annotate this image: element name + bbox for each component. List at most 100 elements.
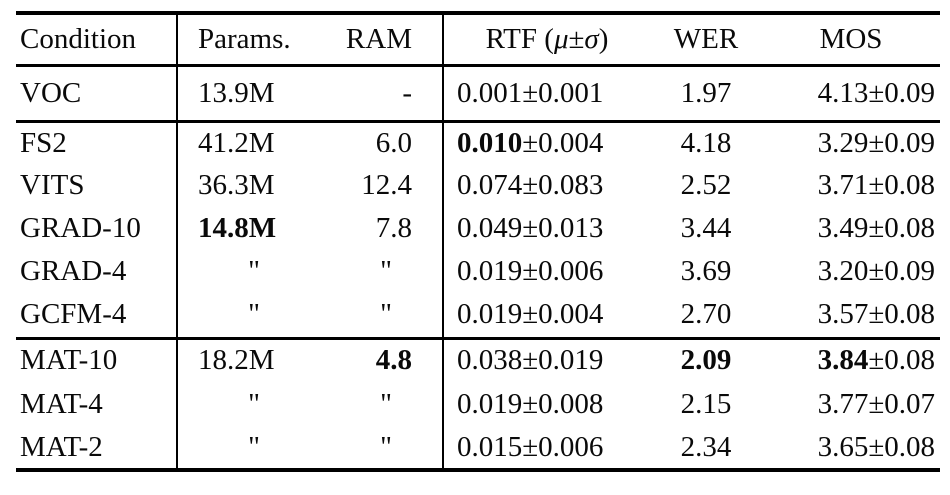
cell-wer: 3.69 (680, 255, 732, 287)
table-row-mat10: MAT-10 18.2M 4.8 0.038±0.019 2.09 3.84±0… (16, 338, 940, 382)
cell-condition: FS2 (16, 121, 178, 164)
mos-mean: 3.49 (817, 212, 869, 244)
cell-params-ditto: " (248, 298, 260, 331)
cell-condition: GRAD-4 (16, 250, 178, 293)
rtf-mean: 0.038 (457, 344, 523, 377)
mos-std: ±0.08 (868, 212, 935, 244)
table-row-mat2: MAT-2 " " 0.015±0.006 2.34 3.65±0.08 (16, 426, 940, 470)
rtf-std: ±0.006 (522, 430, 604, 463)
rtf-mean: 0.019 (457, 387, 523, 420)
mos-std: ±0.09 (868, 76, 935, 109)
rtf-std: ±0.004 (522, 298, 604, 331)
cell-mos: 3.84±0.08 (762, 338, 940, 382)
cell-mos: 3.71±0.08 (762, 164, 940, 207)
table-row-gcfm4: GCFM-4 " " 0.019±0.004 2.70 3.57±0.08 (16, 293, 940, 338)
cell-wer: 3.44 (680, 212, 732, 244)
table-row-grad4: GRAD-4 " " 0.019±0.006 3.69 3.20±0.09 (16, 250, 940, 293)
sigma-symbol: σ (584, 22, 599, 55)
cell-rtf: 0.019±0.008 (443, 382, 650, 426)
cell-params: 41.2M (198, 126, 275, 159)
cell-wer: 1.97 (680, 76, 732, 109)
rtf-mean: 0.010 (457, 126, 523, 159)
cell-ram: 12.4 (330, 164, 444, 207)
mu-symbol: μ (553, 22, 569, 55)
cell-condition: GCFM-4 (16, 293, 178, 338)
cell-rtf: 0.001±0.001 (443, 65, 650, 121)
cell-rtf: 0.074±0.083 (443, 164, 650, 207)
cell-params: 14.8M (198, 212, 277, 244)
cell-params-ditto: " (248, 430, 260, 463)
mos-mean: 3.84 (817, 344, 869, 377)
cell-mos: 4.13±0.09 (762, 65, 940, 121)
cell-params-ditto: " (248, 387, 260, 420)
cell-condition: VITS (16, 164, 178, 207)
rtf-mean: 0.019 (457, 255, 523, 287)
cell-ram-ditto: " (330, 426, 444, 470)
cell-rtf: 0.019±0.004 (443, 293, 650, 338)
rtf-std: ±0.004 (522, 126, 604, 159)
mos-mean: 3.65 (817, 430, 869, 463)
table-row-vits: VITS 36.3M 12.4 0.074±0.083 2.52 3.71±0.… (16, 164, 940, 207)
cell-mos: 3.65±0.08 (762, 426, 940, 470)
cell-mos: 3.29±0.09 (762, 121, 940, 164)
table-header: Condition Params. RAM RTF (μ±σ) WER MOS (16, 13, 940, 65)
mos-mean: 3.29 (817, 126, 869, 159)
mos-std: ±0.09 (868, 126, 935, 159)
cell-wer: 4.18 (680, 126, 732, 159)
cell-wer: 2.09 (680, 344, 732, 377)
mos-mean: 3.77 (817, 387, 869, 420)
cell-ram: 6.0 (330, 121, 444, 164)
rtf-std: ±0.006 (522, 255, 604, 287)
rtf-std: ±0.008 (522, 387, 604, 420)
col-header-ram: RAM (330, 13, 444, 65)
cell-mos: 3.77±0.07 (762, 382, 940, 426)
col-header-rtf: RTF (μ±σ) (443, 13, 650, 65)
table-row-voc: VOC 13.9M - 0.001±0.001 1.97 4.13±0.09 (16, 65, 940, 121)
cell-params: 36.3M (198, 169, 275, 201)
rtf-mean: 0.019 (457, 298, 523, 331)
mos-std: ±0.07 (868, 387, 935, 420)
cell-mos: 3.49±0.08 (762, 207, 940, 250)
cell-condition: MAT-2 (16, 426, 178, 470)
cell-ram: - (330, 65, 444, 121)
rtf-std: ±0.083 (522, 169, 604, 201)
mos-std: ±0.09 (868, 255, 935, 287)
cell-ram: 7.8 (330, 207, 444, 250)
cell-mos: 3.57±0.08 (762, 293, 940, 338)
table-row-fs2: FS2 41.2M 6.0 0.010±0.004 4.18 3.29±0.09 (16, 121, 940, 164)
cell-ram: 4.8 (330, 338, 444, 382)
cell-rtf: 0.049±0.013 (443, 207, 650, 250)
table-section-baselines: FS2 41.2M 6.0 0.010±0.004 4.18 3.29±0.09… (16, 121, 940, 338)
rtf-mean: 0.001 (457, 76, 523, 109)
cell-params-ditto: " (248, 255, 260, 287)
plus-minus-symbol: ± (568, 22, 585, 55)
header-row: Condition Params. RAM RTF (μ±σ) WER MOS (16, 13, 940, 65)
cell-rtf: 0.019±0.006 (443, 250, 650, 293)
col-header-params: Params. (198, 22, 291, 55)
results-table: Condition Params. RAM RTF (μ±σ) WER MOS … (16, 11, 940, 472)
cell-rtf: 0.038±0.019 (443, 338, 650, 382)
cell-condition: GRAD-10 (16, 207, 178, 250)
col-header-wer: WER (673, 22, 739, 55)
cell-rtf: 0.010±0.004 (443, 121, 650, 164)
rtf-label-prefix: RTF ( (485, 22, 554, 55)
table-section-proposed: MAT-10 18.2M 4.8 0.038±0.019 2.09 3.84±0… (16, 338, 940, 470)
rtf-std: ±0.013 (522, 212, 604, 244)
mos-std: ±0.08 (868, 169, 935, 201)
rtf-mean: 0.074 (457, 169, 523, 201)
col-header-condition: Condition (16, 13, 178, 65)
cell-params: 18.2M (198, 344, 275, 377)
cell-params: 13.9M (198, 76, 275, 109)
table-row-mat4: MAT-4 " " 0.019±0.008 2.15 3.77±0.07 (16, 382, 940, 426)
rtf-std: ±0.001 (522, 76, 604, 109)
cell-ram-ditto: " (330, 250, 444, 293)
mos-mean: 3.57 (817, 298, 869, 331)
rtf-mean: 0.049 (457, 212, 523, 244)
cell-ram-ditto: " (330, 293, 444, 338)
mos-mean: 4.13 (817, 76, 869, 109)
rtf-mean: 0.015 (457, 430, 523, 463)
cell-ram-ditto: " (330, 382, 444, 426)
cell-wer: 2.15 (680, 387, 732, 420)
col-header-mos: MOS (819, 22, 883, 55)
